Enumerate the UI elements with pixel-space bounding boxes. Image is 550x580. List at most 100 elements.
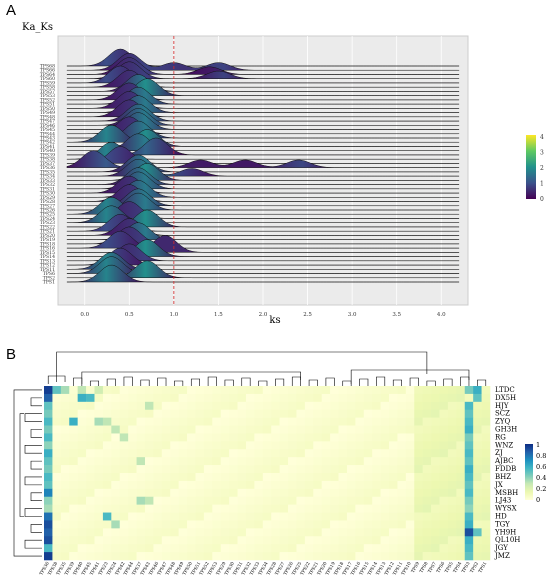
heatmap-cell <box>212 401 222 411</box>
heatmap-cell <box>464 473 474 482</box>
heatmap-cell <box>94 386 104 395</box>
y-tick-label: TPS47 <box>40 119 55 125</box>
heatmap-cell <box>304 386 314 395</box>
heatmap-cell <box>481 488 491 498</box>
heatmap-cell <box>94 536 104 545</box>
heatmap-cell <box>338 480 348 490</box>
heatmap-cell <box>128 409 137 418</box>
heatmap-cell <box>304 552 314 561</box>
heatmap-cell <box>464 488 474 498</box>
heatmap-cell <box>262 401 272 411</box>
heatmap-cell <box>161 504 171 513</box>
heatmap-cell <box>69 544 78 553</box>
heatmap-cell <box>178 520 188 529</box>
y-tick-label: TPS31 <box>40 186 55 192</box>
heatmap-cell <box>69 480 78 490</box>
heatmap-cell <box>405 386 415 395</box>
row-label: LJ43 <box>495 497 511 505</box>
heatmap-cell <box>220 433 230 442</box>
ridge-tps58 <box>66 69 460 88</box>
heatmap-cell <box>60 504 70 513</box>
x-axis-label: ks <box>269 315 280 326</box>
heatmap-cell <box>397 393 407 403</box>
heatmap-cell <box>304 433 314 442</box>
y-tick-label: TPS27 <box>40 203 55 209</box>
heatmap-cell <box>363 528 373 537</box>
heatmap-cell <box>102 449 112 458</box>
heatmap-cell <box>77 544 87 553</box>
heatmap-cell <box>363 417 373 426</box>
heatmap-cell <box>313 401 322 411</box>
heatmap-cell <box>237 536 247 545</box>
heatmap-cell <box>170 536 179 545</box>
heatmap-cell <box>212 465 222 474</box>
heatmap-cell <box>60 401 70 411</box>
heatmap-cell <box>279 504 289 513</box>
heatmap-cell <box>422 401 432 411</box>
heatmap-cell <box>439 488 449 498</box>
heatmap-cell <box>60 496 70 505</box>
ridge-tps30 <box>66 175 460 194</box>
heatmap-cell <box>153 449 163 458</box>
heatmap-cell <box>144 504 154 513</box>
heatmap-cell <box>161 488 171 498</box>
heatmap-cell <box>111 441 121 450</box>
heatmap-cell <box>271 417 280 426</box>
dendrogram-branch <box>443 378 453 386</box>
heatmap-cell <box>389 401 398 411</box>
heatmap-cell <box>296 528 306 537</box>
column-label: TPS53 <box>208 561 220 576</box>
heatmap-cell <box>170 457 179 466</box>
heatmap-cell <box>456 417 466 426</box>
heatmap-cell <box>254 409 264 418</box>
heatmap-cell <box>397 425 407 434</box>
column-label: TPS2 <box>470 561 480 574</box>
column-label: TPS9 <box>411 561 421 574</box>
ridge-tps66 <box>66 53 460 71</box>
heatmap-cell <box>389 504 398 513</box>
heatmap-cell <box>397 401 407 411</box>
heatmap-cell <box>422 473 432 482</box>
heatmap-cell <box>372 465 381 474</box>
heatmap-cell <box>279 386 289 395</box>
dendrogram-branch <box>308 379 318 386</box>
heatmap-cell <box>330 457 339 466</box>
heatmap-cell <box>144 441 154 450</box>
row-label: GH3H <box>495 425 517 433</box>
heatmap-cell <box>397 386 407 395</box>
heatmap-cell <box>60 417 70 426</box>
heatmap-cell <box>447 504 457 513</box>
heatmap-cell <box>111 449 121 458</box>
heatmap-cell <box>144 433 154 442</box>
heatmap-cell <box>372 473 381 482</box>
heatmap-cell <box>296 457 306 466</box>
column-label: TPS17 <box>342 561 354 576</box>
heatmap-cell <box>279 536 289 545</box>
heatmap-cell <box>153 409 163 418</box>
heatmap-cell <box>203 441 213 450</box>
heatmap-cell <box>254 536 264 545</box>
heatmap-cell <box>456 433 466 442</box>
ridge-tps20 <box>66 218 460 236</box>
heatmap-cell <box>288 512 297 521</box>
heatmap-cell <box>372 449 381 458</box>
heatmap-cell <box>220 480 230 490</box>
heatmap-cell <box>203 433 213 442</box>
heatmap-cell <box>262 393 272 403</box>
heatmap-cell <box>279 465 289 474</box>
heatmap-cell <box>288 473 297 482</box>
heatmap-cell <box>178 465 188 474</box>
heatmap-cell <box>414 393 423 403</box>
heatmap-cell <box>439 409 449 418</box>
heatmap-cell <box>414 417 423 426</box>
heatmap-cell <box>473 536 482 545</box>
heatmap-cell <box>136 409 146 418</box>
heatmap-cell <box>346 504 356 513</box>
heatmap-cell <box>60 488 70 498</box>
column-label: TPS6 <box>436 561 446 574</box>
ridge-tps31 <box>66 171 460 190</box>
heatmap-cell <box>313 417 322 426</box>
ridge-tps49 <box>66 95 460 113</box>
heatmap-cell <box>422 480 432 490</box>
heatmap-cell <box>422 504 432 513</box>
